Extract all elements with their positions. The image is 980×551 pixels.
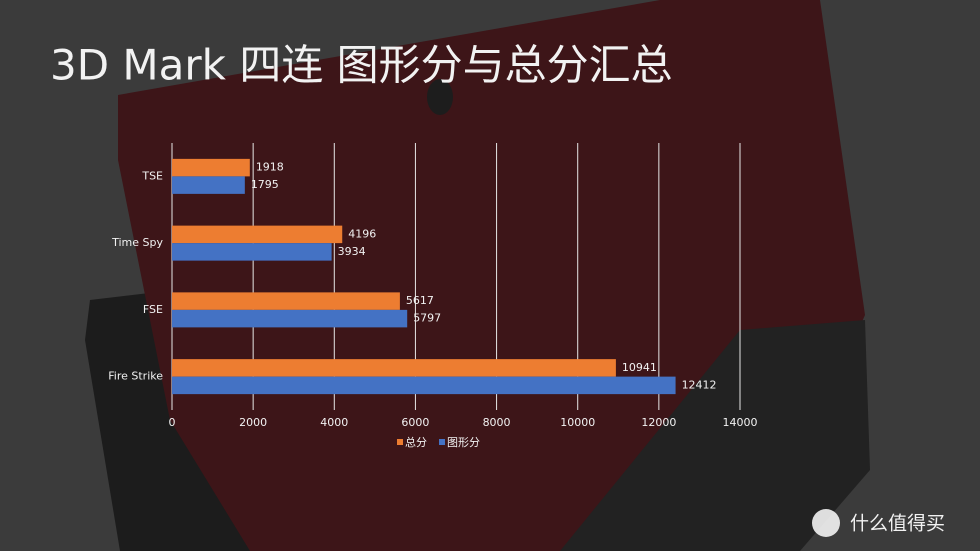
bar: [172, 225, 343, 244]
y-tick-label: TSE: [141, 169, 163, 182]
x-tick-label: 2000: [239, 416, 267, 429]
legend-label: 图形分: [447, 436, 480, 449]
value-label: 10941: [622, 361, 657, 374]
value-label: 1918: [256, 161, 284, 174]
x-tick-label: 0: [169, 416, 176, 429]
watermark-icon: [812, 509, 840, 537]
logo: [427, 79, 453, 115]
x-tick-label: 4000: [320, 416, 348, 429]
value-label: 5797: [413, 312, 441, 325]
value-label: 5617: [406, 294, 434, 307]
legend-label: 总分: [405, 435, 427, 449]
chart-title: 3D Mark 四连 图形分与总分汇总: [50, 41, 673, 90]
x-tick-label: 14000: [723, 416, 758, 429]
value-label: 3934: [338, 245, 366, 258]
x-tick-label: 6000: [401, 416, 429, 429]
y-tick-label: Fire Strike: [108, 370, 163, 383]
bar: [172, 309, 408, 328]
laptop-hinge: [560, 320, 870, 551]
y-tick-label: Time Spy: [111, 236, 163, 249]
value-label: 1795: [251, 178, 279, 191]
bar: [172, 359, 616, 377]
value-label: 4196: [348, 227, 376, 240]
bar: [172, 158, 250, 177]
watermark: 什么值得买: [850, 513, 945, 535]
x-tick-label: 10000: [560, 416, 595, 429]
y-tick-label: FSE: [143, 303, 163, 316]
bar: [172, 243, 332, 261]
legend-swatch: [439, 439, 445, 445]
bar: [172, 292, 400, 310]
bar: [172, 376, 676, 395]
bar: [172, 176, 245, 194]
legend-swatch: [397, 439, 403, 445]
x-tick-label: 12000: [641, 416, 676, 429]
value-label: 12412: [682, 378, 717, 391]
x-tick-label: 8000: [483, 416, 511, 429]
